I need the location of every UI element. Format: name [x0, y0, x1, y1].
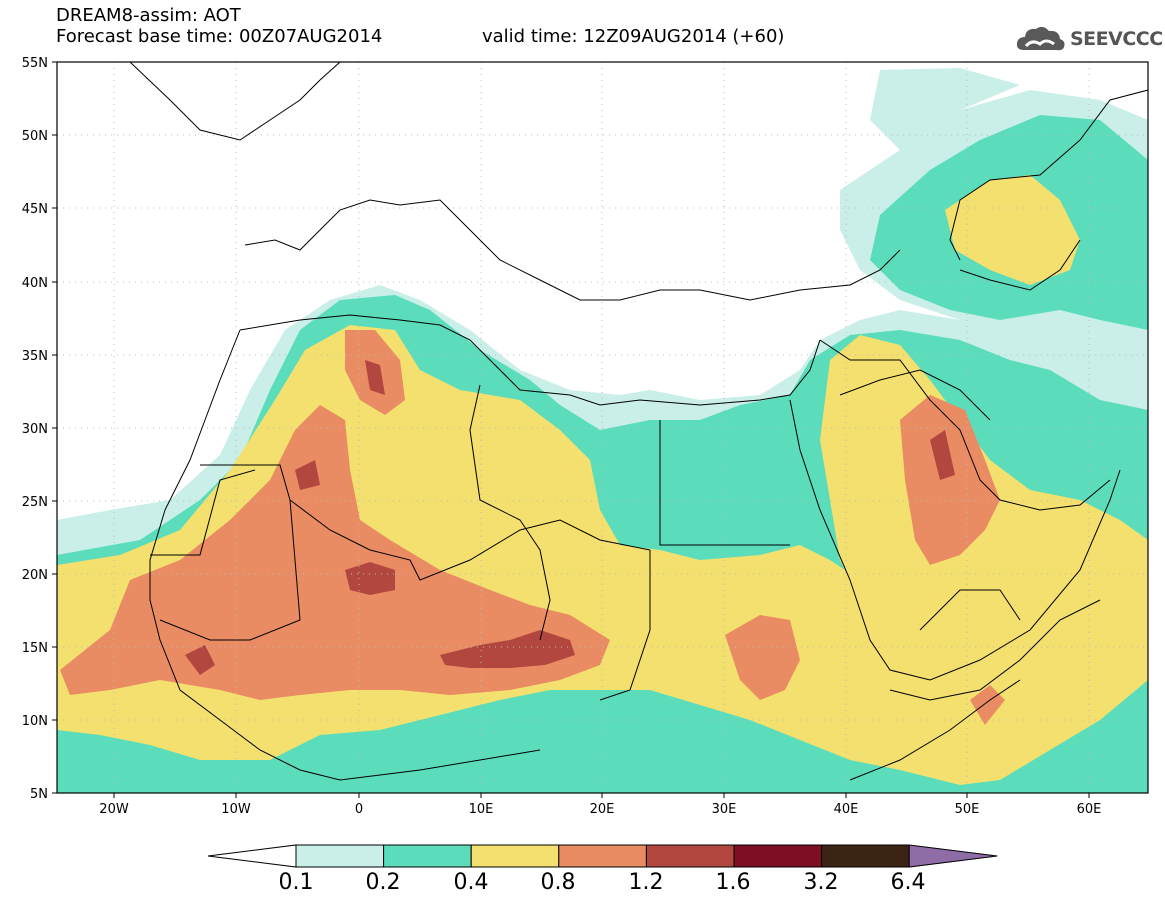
y-tick-label: 25N [22, 495, 48, 510]
colorbar-swatch [383, 844, 472, 868]
colorbar-label: 0.4 [453, 870, 489, 895]
valid-time-text: valid time: 12Z09AUG2014 (+60) [482, 26, 785, 47]
colorbar-swatch [295, 844, 385, 868]
colorbar-label: 0.1 [278, 870, 314, 895]
colorbar-swatch [470, 844, 560, 868]
y-tick-label: 15N [22, 641, 48, 656]
y-tick-label: 55N [22, 56, 48, 71]
y-tick-label: 5N [30, 787, 48, 802]
colorbar-label: 0.2 [365, 870, 401, 895]
colorbar-label: 0.8 [540, 870, 576, 895]
coastlines [129, 62, 1148, 781]
seevccc-logo: SEEVCCC [1016, 24, 1163, 54]
x-tick-label: 50E [955, 802, 980, 817]
x-tick-label: 20W [99, 802, 129, 817]
forecast-base-time: Forecast base time: 00Z07AUG2014 valid ti… [56, 26, 784, 47]
y-tick-label: 30N [22, 422, 48, 437]
colorbar-swatch [821, 844, 910, 868]
aot-contour-1.2 [185, 360, 955, 675]
colorbar-label: 1.6 [715, 870, 751, 895]
x-tick-label: 10E [469, 802, 494, 817]
colorbar-swatch [645, 844, 735, 868]
aot-contour-0.8 [60, 330, 1005, 725]
x-tick-labels: 20W 10W 0 10E 20E 30E 40E 50E 60E [99, 802, 1101, 817]
colorbar-swatch [733, 844, 823, 868]
y-tick-label: 35N [22, 349, 48, 364]
colorbar [207, 844, 998, 868]
y-tick-labels: 55N 50N 45N 40N 35N 30N 25N 20N 15N 10N … [22, 56, 48, 802]
x-tick-label: 60E [1077, 802, 1102, 817]
base-time-text: Forecast base time: 00Z07AUG2014 [56, 26, 383, 47]
tick-marks [52, 61, 1090, 798]
colorbar-arrow-low [207, 844, 297, 868]
y-tick-label: 50N [22, 129, 48, 144]
x-tick-label: 40E [834, 802, 859, 817]
logo-text: SEEVCCC [1070, 28, 1163, 50]
y-tick-label: 20N [22, 568, 48, 583]
cloud-icon [1016, 26, 1065, 51]
y-tick-label: 10N [22, 714, 48, 729]
x-tick-label: 10W [221, 802, 251, 817]
y-tick-label: 40N [22, 276, 48, 291]
colorbar-swatch [558, 844, 647, 868]
x-tick-label: 0 [355, 802, 363, 817]
map-area [57, 62, 1148, 793]
colorbar-arrow-high [908, 844, 998, 868]
colorbar-label: 1.2 [628, 870, 664, 895]
colorbar-label: 6.4 [890, 870, 926, 895]
y-tick-label: 45N [22, 202, 48, 217]
x-tick-label: 30E [712, 802, 737, 817]
colorbar-label: 3.2 [803, 870, 839, 895]
map-title: DREAM8-assim: AOT [56, 5, 241, 26]
x-tick-label: 20E [590, 802, 615, 817]
